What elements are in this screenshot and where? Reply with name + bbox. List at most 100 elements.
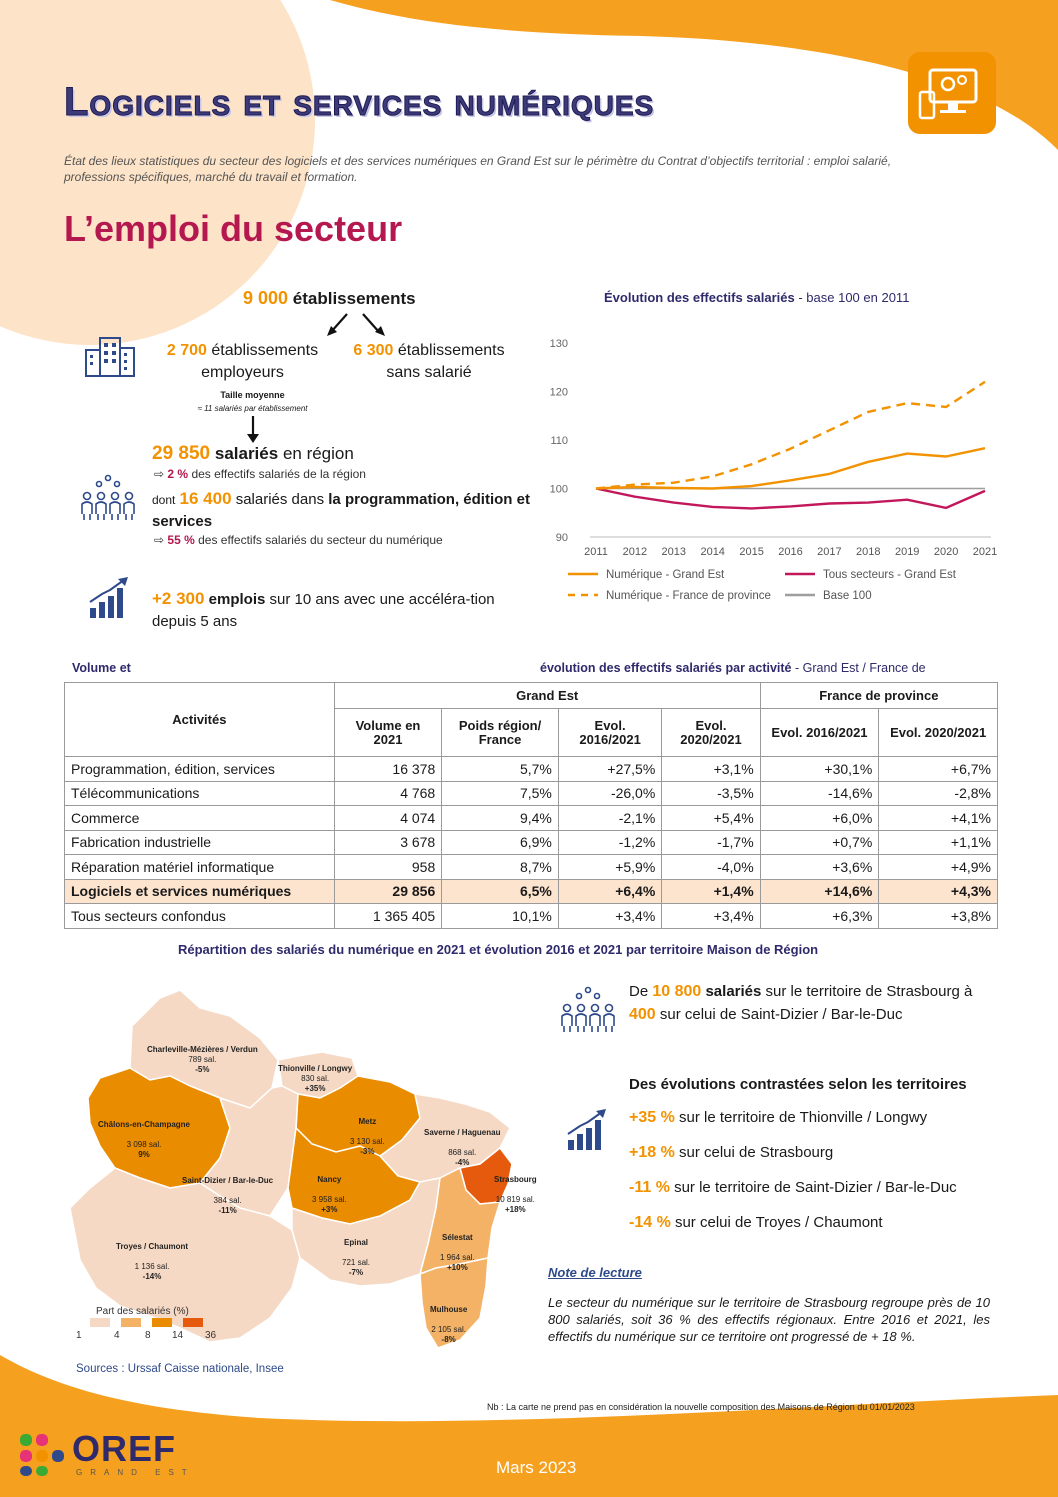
activity-table: Activités Grand Est France de province V… (64, 682, 999, 929)
cell-value: +6,0% (759, 805, 880, 831)
cell-value: +5,4% (661, 805, 761, 831)
map-title: Répartition des salariés du numérique en… (178, 942, 819, 957)
x-tick-label: 2011 (584, 546, 608, 558)
table-row: Commerce 4 074 9,4% -2,1% +5,4% +6,0% +4,1% (64, 805, 998, 831)
table-row: Logiciels et services numériques 29 856 6,… (64, 878, 998, 904)
buildings-icon (85, 337, 135, 377)
top-right-orange-wave (330, 0, 1058, 150)
peach-circle (0, 0, 315, 345)
taille-moyenne: Taille moyenne ≈ 11 salariés par établis… (160, 389, 345, 415)
cell-activity: Programmation, édition, services (64, 756, 335, 782)
cell-value: 10,1% (441, 903, 559, 929)
cell-value: +0,7% (759, 829, 880, 855)
legend-label: Base 100 (823, 590, 872, 602)
legend-break-2: 8 (145, 1330, 151, 1341)
cell-activity: Tous secteurs confondus (64, 903, 335, 929)
x-tick-label: 2019 (895, 546, 919, 558)
prog-pct-line: ⇨ 55 % des effectifs salariés du secteur… (154, 533, 443, 547)
cell-value: -1,2% (557, 829, 663, 855)
header-volume: Volume en 2021 (333, 708, 443, 757)
legend-break-3: 14 (172, 1330, 184, 1341)
y-tick-label: 130 (550, 338, 568, 350)
evolutions-list: +35 % sur le territoire de Thionville / … (629, 1106, 999, 1246)
people-group-icon (561, 986, 615, 1032)
page-intro: État des lieux statistiques du secteur d… (64, 154, 892, 184)
cell-value: +5,9% (557, 854, 663, 880)
x-tick-label: 2012 (623, 546, 647, 558)
header-evol-fr-1621: Evol. 2016/2021 (759, 708, 880, 757)
part-region-line: ⇨ 2 % des effectifs salariés de la régio… (154, 467, 366, 481)
header-activites: Activités (64, 682, 335, 757)
x-tick-label: 2020 (934, 546, 958, 558)
cell-value: +4,3% (878, 878, 998, 904)
cell-value: 4 768 (333, 780, 443, 806)
cell-value: 958 (333, 854, 443, 880)
salaries-line: 29 850 salariés en région (152, 443, 354, 465)
cell-value: 9,4% (441, 805, 559, 831)
cell-value: 29 856 (333, 878, 443, 904)
salaries-bold: salariés (214, 444, 279, 463)
cell-value: 1 365 405 (333, 903, 443, 929)
cell-value: -1,7% (661, 829, 761, 855)
legend-swatch (183, 1318, 203, 1327)
note-title: Note de lecture (548, 1265, 642, 1280)
table-row: Tous secteurs confondus 1 365 405 10,1% +3,… (64, 903, 998, 929)
legend-break-0: 1 (76, 1330, 82, 1341)
split-arrows-icon (327, 313, 385, 336)
cell-value: +1,4% (661, 878, 761, 904)
cell-activity: Commerce (64, 805, 335, 831)
cell-value: -2,1% (557, 805, 663, 831)
table-caption-bold: évolution des effectifs salariés par act… (540, 661, 792, 675)
taille-title: Taille moyenne (220, 390, 285, 400)
cell-value: 6,9% (441, 829, 559, 855)
cell-value: -14,6% (759, 780, 880, 806)
employeurs-value: 2 700 (166, 342, 207, 359)
sans-salarie-block: 6 300 établissements sans salarié (348, 340, 510, 384)
cell-activity: Fabrication industrielle (64, 829, 335, 855)
evolution-item: +18 % sur celui de Strasbourg (629, 1144, 834, 1161)
prog-block: dont 16 400 salariés dans la programmati… (152, 488, 530, 533)
cell-value: +3,8% (878, 903, 998, 929)
cell-value: +3,6% (759, 854, 880, 880)
y-tick-label: 90 (556, 532, 568, 544)
cell-value: -4,0% (661, 854, 761, 880)
table-caption-rest: - Grand Est / France de (794, 661, 926, 675)
cell-value: 6,5% (441, 878, 559, 904)
part-region-pct: 2 % (167, 467, 189, 481)
label-metz: Metz 3 130 sal. -3% (350, 1117, 385, 1156)
people-group-icon (81, 474, 135, 520)
emplois-text: sur 10 ans avec une accéléra-tion depuis… (152, 591, 495, 630)
y-tick-label: 110 (550, 435, 568, 447)
y-tick-label: 120 (550, 387, 568, 399)
x-tick-label: 2013 (662, 546, 686, 558)
employeurs-label-1: établissements (211, 342, 319, 359)
etab-total-value: 9 000 (243, 288, 289, 308)
map-legend (90, 1318, 203, 1327)
table-body: Programmation, édition, services 16 378 5,… (64, 756, 998, 929)
x-tick-label: 2021 (973, 546, 997, 558)
prog-value: 16 400 (179, 489, 232, 508)
cell-value: -26,0% (557, 780, 663, 806)
employeurs-block: 2 700 établissements employeurs (160, 340, 325, 384)
cell-value: +6,7% (878, 756, 998, 782)
map-sources: Sources : Urssaf Caisse nationale, Insee (76, 1363, 284, 1375)
employeurs-label-2: employeurs (201, 364, 284, 381)
legend-break-1: 4 (114, 1330, 120, 1341)
cell-value: +6,3% (759, 903, 880, 929)
x-tick-label: 2017 (817, 546, 841, 558)
legend-swatch (152, 1318, 172, 1327)
table-caption-right: évolution des effectifs salariés par act… (540, 661, 926, 675)
salaries-rest: en région (282, 444, 354, 463)
evolution-item: +35 % sur le territoire de Thionville / … (629, 1109, 928, 1126)
header-poids: Poids région/ France (441, 708, 559, 757)
label-nancy: Nancy 3 958 sal. +3% (312, 1175, 347, 1214)
table-row: Télécommunications 4 768 7,5% -26,0% -3,5% -1… (64, 780, 998, 806)
right-arrow-icon: ⇨ (154, 533, 165, 547)
emplois-value: +2 300 (152, 589, 205, 608)
label-saverne: Saverne / Haguenau 868 sal. -4% (424, 1128, 501, 1167)
label-strasbourg: Strasbourg 10 819 sal. +18% (494, 1175, 537, 1214)
series-line (595, 487, 986, 510)
map-legend-breaks: 1 4 8 14 36 (74, 1330, 224, 1344)
evolution-item: -14 % sur celui de Troyes / Chaumont (629, 1214, 883, 1231)
